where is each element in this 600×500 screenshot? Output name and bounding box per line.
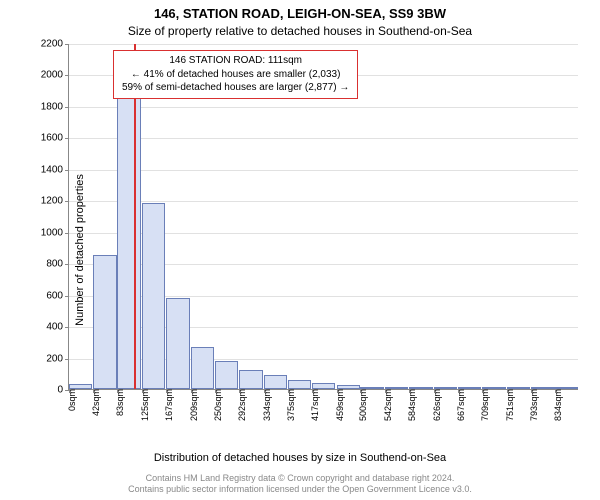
xtick-label: 584sqm bbox=[407, 389, 417, 421]
ytick-label: 1400 bbox=[41, 164, 63, 175]
xtick-label: 0sqm bbox=[67, 389, 77, 411]
ytick-label: 1600 bbox=[41, 133, 63, 144]
xtick-label: 626sqm bbox=[432, 389, 442, 421]
chart-title-address: 146, STATION ROAD, LEIGH-ON-SEA, SS9 3BW bbox=[0, 6, 600, 21]
ytick-label: 400 bbox=[46, 322, 63, 333]
gridline bbox=[69, 44, 578, 45]
ytick-mark bbox=[65, 233, 69, 234]
xtick-label: 417sqm bbox=[310, 389, 320, 421]
xtick-label: 292sqm bbox=[237, 389, 247, 421]
chart-footer: Contains HM Land Registry data © Crown c… bbox=[0, 473, 600, 496]
ytick-label: 1000 bbox=[41, 227, 63, 238]
xtick-label: 83sqm bbox=[115, 389, 125, 416]
ytick-label: 1200 bbox=[41, 196, 63, 207]
gridline bbox=[69, 107, 578, 108]
xtick-label: 459sqm bbox=[335, 389, 345, 421]
xtick-label: 125sqm bbox=[140, 389, 150, 421]
annotation-line1: 146 STATION ROAD: 111sqm bbox=[122, 54, 349, 68]
xtick-label: 542sqm bbox=[383, 389, 393, 421]
histogram-bar bbox=[239, 370, 262, 389]
xtick-label: 793sqm bbox=[529, 389, 539, 421]
histogram-bar bbox=[264, 375, 287, 389]
ytick-label: 2200 bbox=[41, 39, 63, 50]
gridline bbox=[69, 201, 578, 202]
histogram-bar bbox=[191, 347, 214, 389]
xtick-label: 834sqm bbox=[553, 389, 563, 421]
footer-line2: Contains public sector information licen… bbox=[0, 484, 600, 496]
histogram-bar bbox=[288, 380, 311, 389]
ytick-mark bbox=[65, 44, 69, 45]
ytick-label: 2000 bbox=[41, 70, 63, 81]
gridline bbox=[69, 138, 578, 139]
gridline bbox=[69, 170, 578, 171]
xtick-label: 250sqm bbox=[213, 389, 223, 421]
xtick-label: 209sqm bbox=[189, 389, 199, 421]
ytick-label: 800 bbox=[46, 259, 63, 270]
xtick-label: 751sqm bbox=[505, 389, 515, 421]
ytick-mark bbox=[65, 296, 69, 297]
ytick-label: 0 bbox=[57, 385, 63, 396]
ytick-mark bbox=[65, 201, 69, 202]
ytick-label: 1800 bbox=[41, 101, 63, 112]
marker-annotation: 146 STATION ROAD: 111sqm ← 41% of detach… bbox=[113, 50, 358, 99]
annotation-line2: ← 41% of detached houses are smaller (2,… bbox=[122, 68, 349, 82]
ytick-mark bbox=[65, 327, 69, 328]
histogram-bar bbox=[215, 361, 238, 389]
ytick-mark bbox=[65, 264, 69, 265]
ytick-label: 600 bbox=[46, 290, 63, 301]
xtick-label: 500sqm bbox=[358, 389, 368, 421]
histogram-bar bbox=[117, 65, 140, 389]
ytick-mark bbox=[65, 75, 69, 76]
histogram-bar bbox=[166, 298, 189, 389]
histogram-bar bbox=[142, 203, 165, 389]
annotation-line3: 59% of semi-detached houses are larger (… bbox=[122, 81, 349, 95]
xtick-label: 667sqm bbox=[456, 389, 466, 421]
chart-subtitle: Size of property relative to detached ho… bbox=[0, 24, 600, 38]
xtick-label: 42sqm bbox=[91, 389, 101, 416]
xtick-label: 334sqm bbox=[262, 389, 272, 421]
ytick-mark bbox=[65, 107, 69, 108]
ytick-mark bbox=[65, 138, 69, 139]
ytick-mark bbox=[65, 170, 69, 171]
x-axis-label: Distribution of detached houses by size … bbox=[0, 452, 600, 464]
xtick-label: 167sqm bbox=[164, 389, 174, 421]
xtick-label: 709sqm bbox=[480, 389, 490, 421]
ytick-mark bbox=[65, 359, 69, 360]
ytick-label: 200 bbox=[46, 353, 63, 364]
xtick-label: 375sqm bbox=[286, 389, 296, 421]
histogram-bar bbox=[93, 255, 116, 389]
histogram-plot: 0200400600800100012001400160018002000220… bbox=[68, 44, 578, 390]
footer-line1: Contains HM Land Registry data © Crown c… bbox=[0, 473, 600, 485]
